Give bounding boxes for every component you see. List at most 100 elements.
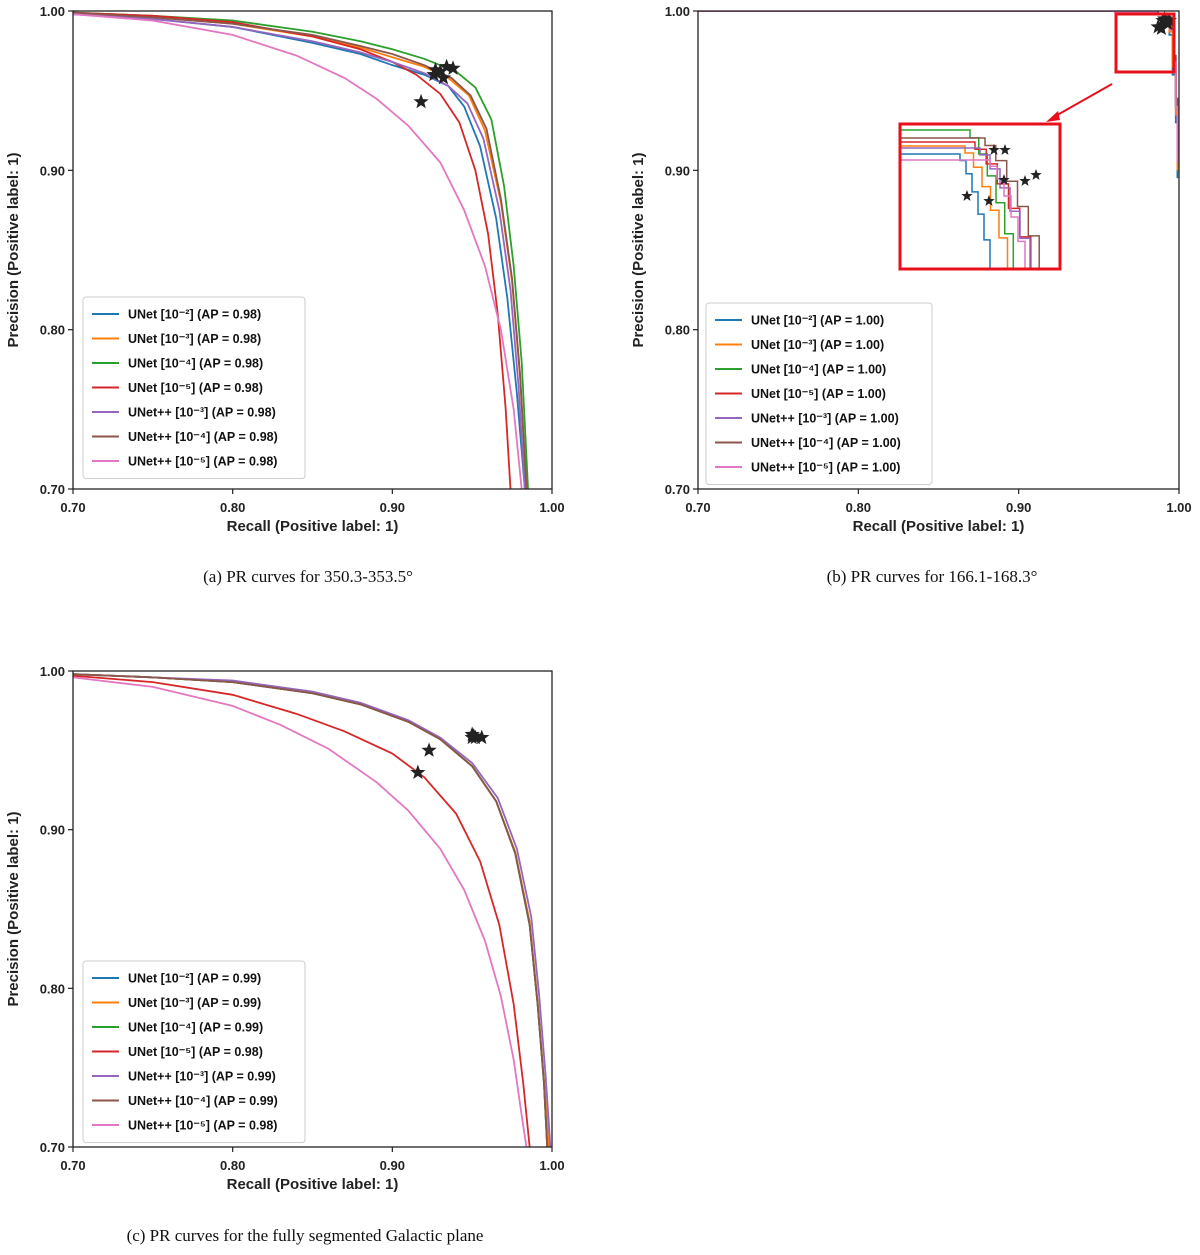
threshold-star-marker-4 [421,742,437,757]
threshold-star-marker-7 [413,93,429,109]
legend-entry: UNet++ [10⁻⁵] (AP = 0.98) [128,1119,277,1133]
y-tick-label: 1.00 [40,664,65,679]
panel-caption: (c) PR curves for the fully segmented Ga… [127,1226,484,1245]
y-tick-label: 0.70 [40,1140,65,1155]
y-tick-label: 0.70 [40,482,65,497]
panel-caption: (b) PR curves for 166.1-168.3° [827,567,1038,586]
x-axis-label: Recall (Positive label: 1) [227,1176,399,1193]
x-tick-label: 0.90 [380,500,405,515]
inset-star-marker-1 [961,190,973,201]
legend-entry: UNet++ [10⁻⁵] (AP = 1.00) [751,461,900,475]
x-tick-label: 0.80 [846,500,871,515]
threshold-star-marker-7 [1160,15,1176,31]
zoom-inset [898,12,1176,271]
legend-entry: UNet [10⁻³] (AP = 1.00) [751,338,884,352]
threshold-star-marker-5 [474,729,490,745]
threshold-star-marker-4 [426,66,442,82]
y-tick-label: 1.00 [665,4,690,19]
zoom-region-box [1114,12,1176,74]
inset-frame [898,122,1062,271]
legend-entry: UNet [10⁻²] (AP = 0.98) [128,308,261,322]
legend-entry: UNet [10⁻⁴] (AP = 1.00) [751,363,886,377]
inset-star-marker-7 [1030,169,1042,180]
threshold-star-marker-2 [1153,20,1169,35]
inset-series-line-2 [900,145,1016,270]
legend-entry: UNet++ [10⁻⁴] (AP = 0.99) [128,1094,278,1108]
series-line-6 [73,673,549,1147]
series-line-7 [73,676,528,1147]
inset-star-marker-4 [999,144,1011,155]
x-tick-label: 0.90 [1006,500,1031,515]
series-line-4 [73,674,531,1147]
inset-series-line-4 [900,141,1042,270]
legend: UNet [10⁻²] (AP = 1.00) UNet [10⁻³] (AP =… [705,302,933,485]
plot-area [73,673,552,1147]
y-axis-label: Precision (Positive label: 1) [5,152,22,347]
legend-box [82,960,306,1143]
inset-star-marker-2 [983,195,995,206]
threshold-star-marker-6 [464,726,480,741]
inset-series-line-7 [900,159,1032,270]
legend-entry: UNet++ [10⁻⁵] (AP = 0.98) [128,455,277,469]
y-tick-label: 0.90 [40,163,65,178]
x-tick-label: 1.00 [539,1158,564,1173]
axes-frame [72,10,553,490]
series-line-7 [73,13,523,489]
legend-entry: UNet [10⁻³] (AP = 0.99) [128,996,261,1010]
y-tick-label: 0.70 [665,482,690,497]
legend-entry: UNet++ [10⁻³] (AP = 0.98) [128,406,276,420]
legend-entry: UNet [10⁻⁴] (AP = 0.98) [128,357,263,371]
y-axis-label: Precision (Positive label: 1) [630,152,647,347]
y-tick-label: 0.90 [40,823,65,838]
legend-box [705,302,933,485]
legend-entry: UNet++ [10⁻⁴] (AP = 1.00) [751,436,901,450]
zoom-arrow [1051,83,1113,119]
chart-panel-2: 0.70 0.80 0.90 1.00 0.70 0.80 0.90 1.00 Recall (… [630,4,1192,586]
legend: UNet [10⁻²] (AP = 0.98) UNet [10⁻³] (AP =… [82,296,306,479]
inset-star-marker-5 [998,174,1010,185]
threshold-star-marker-7 [410,764,426,780]
y-tick-label: 0.90 [665,163,690,178]
legend-entry: UNet [10⁻⁵] (AP = 1.00) [751,387,886,401]
series-line-4 [73,11,512,489]
axes-frame [697,10,1180,490]
axes-frame [72,670,553,1148]
legend-entry: UNet [10⁻³] (AP = 0.98) [128,332,261,346]
y-tick-label: 0.80 [40,981,65,996]
threshold-star-marker-5 [435,69,452,85]
x-tick-label: 0.70 [60,1158,85,1173]
y-tick-label: 1.00 [40,4,65,19]
threshold-star-marker-6 [1161,12,1177,28]
legend-entry: UNet [10⁻²] (AP = 1.00) [751,314,884,328]
inset-star-marker-6 [1019,175,1031,186]
x-axis-label: Recall (Positive label: 1) [227,518,399,535]
inset-star-marker-3 [988,144,1000,155]
series-line-5 [73,673,552,1147]
chart-panel-3: 0.70 0.80 0.90 1.00 0.70 0.80 0.90 1.00 Recall (… [5,664,565,1245]
zoom-arrow-head [1046,111,1060,122]
x-tick-label: 0.70 [685,500,710,515]
x-tick-label: 0.80 [220,500,245,515]
legend: UNet [10⁻²] (AP = 0.99) UNet [10⁻³] (AP =… [82,960,306,1143]
chart-panel-1: 0.70 0.80 0.90 1.00 0.70 0.80 0.90 1.00 Recall (… [5,4,565,586]
x-tick-label: 1.00 [539,500,564,515]
legend-entry: UNet++ [10⁻³] (AP = 0.99) [128,1070,276,1084]
legend-entry: UNet [10⁻²] (AP = 0.99) [128,972,261,986]
legend-entry: UNet [10⁻⁵] (AP = 0.98) [128,1045,263,1059]
threshold-star-marker-2 [432,63,448,79]
x-tick-label: 0.70 [60,500,85,515]
x-axis-label: Recall (Positive label: 1) [853,518,1025,535]
legend-entry: UNet++ [10⁻⁴] (AP = 0.98) [128,430,278,444]
threshold-star-marker-6 [445,60,461,75]
panel-caption: (a) PR curves for 350.3-353.5° [203,567,413,586]
x-tick-label: 0.90 [380,1158,405,1173]
y-axis-label: Precision (Positive label: 1) [5,811,22,1006]
y-tick-label: 0.80 [40,323,65,338]
inset-series-line-6 [900,137,1050,270]
legend-entry: UNet [10⁻⁵] (AP = 0.98) [128,381,263,395]
legend-entry: UNet++ [10⁻³] (AP = 1.00) [751,412,899,426]
legend-box [82,296,306,479]
inset-series-line-5 [900,147,1040,270]
x-tick-label: 0.80 [220,1158,245,1173]
